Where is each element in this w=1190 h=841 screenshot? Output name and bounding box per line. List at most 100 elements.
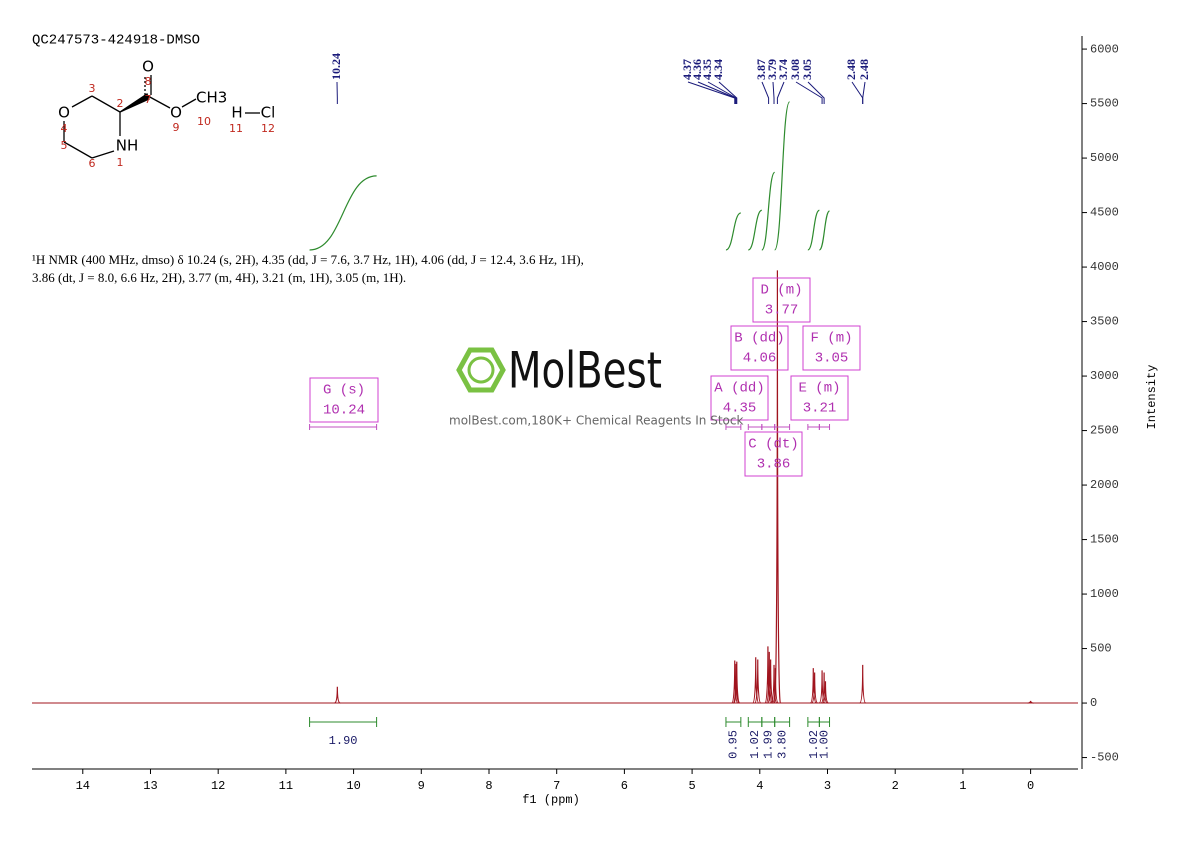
integral-label: 1.90 [329, 734, 358, 748]
peak [767, 659, 775, 704]
y-tick-label: 5500 [1090, 97, 1119, 111]
integral-curve [309, 175, 377, 251]
atom-locant: 9 [173, 121, 180, 134]
integral-bracket [807, 717, 820, 727]
multiplet-label: C (dt) [748, 437, 798, 453]
multiplet-bracket [747, 424, 763, 430]
peak [731, 660, 739, 704]
x-tick-label: 5 [688, 779, 695, 793]
multiplet-box [710, 375, 769, 421]
integral-label: 1.99 [761, 730, 775, 759]
peak-label-leader [776, 81, 785, 104]
peak-label: 3.79 [765, 59, 779, 80]
peak-label: 4.35 [700, 59, 714, 80]
multiplet-bracket [774, 424, 791, 430]
integral-bracket [309, 717, 378, 727]
atom-locant: 3 [89, 82, 96, 95]
x-tick-label: 13 [143, 779, 157, 793]
integral-curve [761, 171, 776, 251]
peak-label: 2.48 [857, 59, 871, 80]
peak [334, 686, 341, 704]
y-axis-label: Intensity [1145, 365, 1159, 430]
multiplet-bracket [761, 424, 776, 430]
chart-title: QC247573-424918-DMSO [32, 33, 200, 49]
x-axis-label: f1 (ppm) [522, 793, 580, 807]
integral-bracket [747, 717, 763, 727]
peak-label-leader [862, 81, 866, 104]
multiplet-label: E (m) [798, 381, 840, 397]
peak-label-leader [772, 81, 775, 104]
x-tick-label: 4 [756, 779, 763, 793]
atom-locant: 8 [145, 75, 152, 88]
y-tick-label: 2500 [1090, 424, 1119, 438]
integral-label: 1.02 [807, 730, 821, 759]
peak-label: 4.36 [690, 59, 704, 80]
multiplet-box [730, 325, 789, 371]
atom-locant: 1 [117, 156, 124, 169]
integral-bracket [774, 717, 791, 727]
atom-locant: 7 [145, 93, 152, 106]
watermark-brand: MolBest [508, 342, 662, 400]
atom-locant: 6 [89, 157, 96, 170]
atom-locant: 12 [261, 122, 275, 135]
atom-locant: 11 [229, 122, 243, 135]
integral-curve [725, 212, 742, 251]
multiplet-label: B (dd) [734, 331, 784, 347]
peak-label-leader [697, 81, 736, 104]
integral-bracket [761, 717, 776, 727]
multiplet-shift: 10.24 [323, 403, 365, 419]
x-tick-label: 10 [346, 779, 360, 793]
peak-label: 3.87 [754, 59, 768, 80]
x-tick-label: 0 [1027, 779, 1034, 793]
y-tick-label: 3000 [1090, 369, 1119, 383]
x-tick-label: 11 [279, 779, 293, 793]
multiplet-box [790, 375, 849, 421]
y-tick-label: 4500 [1090, 206, 1119, 220]
peak [732, 663, 740, 704]
integral-curve [807, 209, 820, 251]
atom-locant: 2 [117, 97, 124, 110]
peak-label-leader [851, 81, 864, 104]
integral-curve [774, 101, 791, 251]
watermark-tagline: molBest.com,180K+ Chemical Reagents In S… [449, 414, 743, 428]
logo-icon [456, 347, 506, 393]
peak-label: 4.34 [711, 59, 725, 80]
multiplet-bracket [725, 424, 742, 430]
atom-locant: 4 [61, 122, 68, 135]
multiplet-shift: 3.21 [803, 401, 837, 417]
atom-label: O [58, 104, 70, 122]
multiplet-bracket [807, 424, 820, 430]
y-tick-label: -500 [1090, 751, 1119, 765]
y-tick-label: 3500 [1090, 315, 1119, 329]
peak-label-leader [718, 81, 738, 104]
multiplet-label: D (m) [760, 283, 802, 299]
peak-label: 3.74 [776, 59, 790, 80]
x-tick-label: 14 [76, 779, 90, 793]
y-tick-label: 1500 [1090, 533, 1119, 547]
multiplet-label: G (s) [323, 383, 365, 399]
multiplet-box [752, 277, 811, 323]
y-tick-label: 0 [1090, 696, 1097, 710]
multiplet-shift: 4.35 [723, 401, 757, 417]
atom-locant: 10 [197, 115, 211, 128]
x-tick-label: 12 [211, 779, 225, 793]
x-tick-label: 2 [892, 779, 899, 793]
multiplet-shift: 4.06 [743, 351, 777, 367]
peak-label-leader [795, 81, 823, 104]
peak-label: 2.48 [844, 59, 858, 80]
atom-label: CH3 [196, 89, 227, 107]
molecule-bonds [63, 75, 260, 159]
x-tick-label: 8 [485, 779, 492, 793]
peak-label: 10.24 [329, 53, 343, 80]
x-tick-label: 7 [553, 779, 560, 793]
peak-label-leader [761, 81, 770, 104]
multiplet-label: F (m) [810, 331, 852, 347]
peak [765, 651, 773, 704]
nmr-description: ¹H NMR (400 MHz, dmso) δ 10.24 (s, 2H), … [32, 252, 584, 285]
x-tick-label: 6 [621, 779, 628, 793]
peak-label: 3.08 [788, 59, 802, 80]
integral-bracket [818, 717, 831, 727]
peak [752, 657, 760, 704]
